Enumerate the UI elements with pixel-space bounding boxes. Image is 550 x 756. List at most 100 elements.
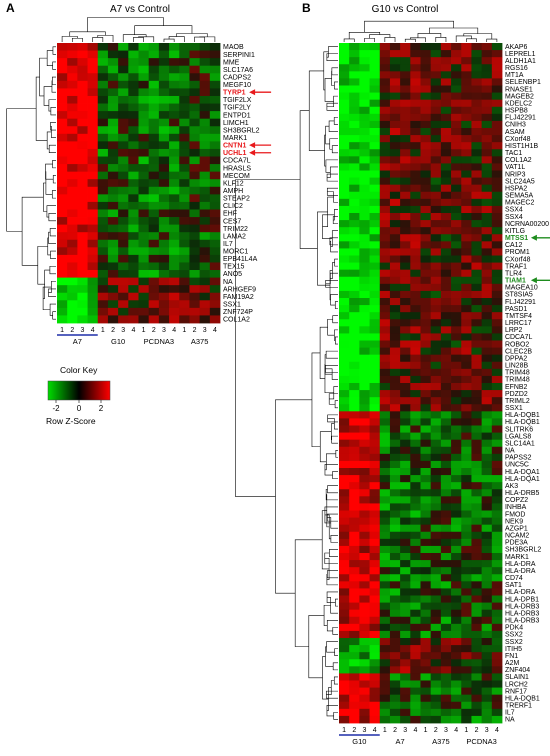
heatmap-cell — [451, 588, 462, 596]
heatmap-cell — [389, 57, 401, 65]
heatmap-cell — [481, 446, 493, 455]
heatmap-cell — [87, 254, 99, 263]
heatmap-cell — [169, 285, 180, 294]
heatmap-cell — [179, 217, 190, 226]
heatmap-cell — [369, 85, 381, 93]
heatmap-cell — [359, 581, 370, 589]
heatmap-cell — [491, 397, 503, 405]
heatmap-cell — [359, 184, 370, 193]
heatmap-cell — [369, 298, 381, 306]
dendrogram-branch — [52, 311, 56, 320]
heatmap-cell — [369, 652, 381, 660]
gene-label: HLA-DQB1 — [505, 412, 540, 419]
gene-label: HIST1H1B — [505, 143, 539, 150]
heatmap-cell — [138, 224, 150, 233]
heatmap-cell — [481, 510, 493, 518]
heatmap-cell — [461, 234, 472, 242]
heatmap-cell — [461, 673, 472, 681]
heatmap-cell — [57, 43, 68, 51]
heatmap-cell — [491, 120, 503, 129]
heatmap-cell — [359, 510, 370, 518]
heatmap-cell — [400, 92, 411, 101]
heatmap-cell — [67, 95, 78, 104]
gene-label: NA — [223, 279, 233, 286]
heatmap-cell — [491, 312, 503, 320]
heatmap-cell — [189, 292, 201, 301]
gene-label: KLF12 — [223, 180, 244, 187]
heatmap-cell — [451, 354, 462, 363]
dendrogram-branch — [43, 86, 52, 106]
heatmap-cell — [199, 247, 211, 256]
heatmap-cell — [400, 475, 411, 483]
heatmap-cell — [359, 234, 370, 242]
gene-label: INHBA — [505, 504, 527, 511]
heatmap-cell — [379, 170, 391, 178]
heatmap-cell — [461, 135, 472, 143]
heatmap-cell — [349, 290, 360, 299]
heatmap-cell — [189, 58, 201, 67]
heatmap-cell — [339, 92, 350, 101]
heatmap-cell — [440, 255, 452, 263]
heatmap-cell — [379, 545, 391, 554]
gene-label: HLA-DRB3 — [505, 610, 539, 617]
heatmap-cell — [339, 390, 350, 398]
heatmap-cell — [138, 148, 150, 157]
heatmap-cell — [148, 224, 160, 233]
heatmap-cell — [451, 71, 462, 79]
heatmap-cell — [209, 156, 221, 165]
replicate-label: 3 — [81, 327, 85, 334]
heatmap-cell — [420, 588, 432, 596]
heatmap-cell — [430, 198, 442, 207]
heatmap-cell — [349, 439, 360, 448]
heatmap-cell — [430, 581, 442, 589]
heatmap-cell — [369, 177, 381, 186]
heatmap-cell — [77, 164, 88, 173]
heatmap-cell — [420, 581, 432, 589]
heatmap-cell — [400, 510, 411, 518]
dendrogram-branch — [330, 230, 338, 247]
dendrogram-branch — [50, 250, 56, 259]
heatmap-cell — [471, 545, 483, 554]
heatmap-cell — [481, 425, 493, 433]
dendrogram-branch — [327, 191, 338, 203]
heatmap-cell — [57, 292, 68, 301]
heatmap-cell — [410, 439, 421, 448]
heatmap-cell — [179, 73, 190, 82]
heatmap-cell — [400, 290, 411, 299]
gene-label: CLEC2B — [505, 348, 532, 355]
heatmap-cell — [128, 285, 139, 294]
heatmap-cell — [379, 368, 391, 377]
heatmap-cell — [410, 581, 421, 589]
heatmap-cell — [410, 616, 421, 625]
dendrogram-branch — [326, 494, 330, 528]
heatmap-cell — [400, 673, 411, 681]
heatmap-cell — [471, 453, 483, 462]
heatmap-cell — [471, 234, 483, 242]
heatmap-cell — [430, 652, 442, 660]
heatmap-cell — [440, 57, 452, 65]
heatmap-cell — [339, 262, 350, 271]
gene-label: CXorf48 — [505, 136, 531, 143]
heatmap-cell — [179, 239, 190, 248]
heatmap-cell — [389, 630, 401, 639]
heatmap-cell — [379, 283, 391, 292]
heatmap-cell — [461, 71, 472, 79]
heatmap-cell — [179, 232, 190, 241]
heatmap-cell — [179, 186, 190, 195]
heatmap-cell — [67, 43, 78, 51]
heatmap-cell — [128, 239, 139, 248]
heatmap-cell — [379, 354, 391, 363]
heatmap-cell — [451, 333, 462, 341]
heatmap-cell — [339, 85, 350, 93]
heatmap-cell — [410, 368, 421, 377]
heatmap-cell — [481, 638, 493, 646]
heatmap-cell — [451, 538, 462, 547]
heatmap-cell — [148, 50, 160, 59]
heatmap-cell — [67, 73, 78, 82]
heatmap-cell — [97, 300, 109, 309]
heatmap-cell — [369, 319, 381, 327]
heatmap-cell — [199, 43, 211, 51]
heatmap-cell — [128, 58, 139, 67]
heatmap-cell — [471, 205, 483, 214]
gene-label: IL7 — [223, 241, 233, 248]
